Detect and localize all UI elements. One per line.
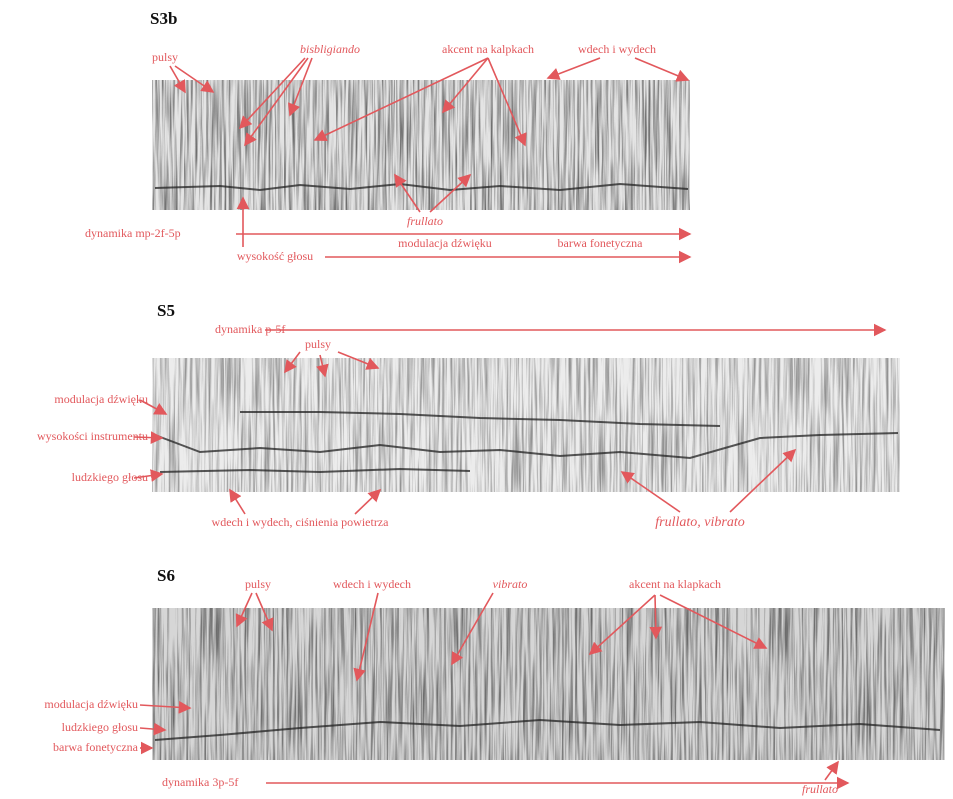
page: S3b pulsy bisbligiando akcent na kalpkac…	[0, 0, 953, 799]
label: modulacja dźwięku	[54, 392, 148, 406]
label: dynamika mp-2f-5p	[85, 226, 181, 240]
label: vibrato	[493, 577, 528, 591]
label: akcent na kalpkach	[442, 42, 534, 56]
label: akcent na klapkach	[629, 577, 721, 591]
label: pulsy	[245, 577, 271, 591]
spectrogram	[152, 80, 690, 210]
label: modulacja dźwięku	[398, 236, 492, 250]
label: barwa fonetyczna	[53, 740, 139, 754]
label: ludzkiego głosu	[62, 720, 138, 734]
panel-title: S6	[157, 566, 175, 585]
label: modulacja dźwięku	[44, 697, 138, 711]
label: wdech i wydech, ciśnienia powietrza	[212, 515, 390, 529]
label: frullato	[802, 782, 838, 796]
label: frullato	[407, 214, 443, 228]
label: pulsy	[152, 50, 178, 64]
label: dynamika p-5f	[215, 322, 285, 336]
label: wysokości instrumentu	[37, 429, 148, 443]
panel-title: S5	[157, 301, 175, 320]
label: frullato, vibrato	[655, 515, 744, 530]
label: pulsy	[305, 337, 331, 351]
panel-title: S3b	[150, 9, 177, 28]
label: ludzkiego głosu	[72, 470, 148, 484]
label: bisbligiando	[300, 42, 360, 56]
label: wdech i wydech	[578, 42, 656, 56]
figure: S3b pulsy bisbligiando akcent na kalpkac…	[0, 0, 953, 799]
label: barwa fonetyczna	[558, 236, 644, 250]
label: wysokość głosu	[237, 249, 313, 263]
label: wdech i wydech	[333, 577, 411, 591]
label: dynamika 3p-5f	[162, 775, 238, 789]
spectrogram	[152, 358, 900, 492]
spectrogram	[152, 608, 945, 760]
